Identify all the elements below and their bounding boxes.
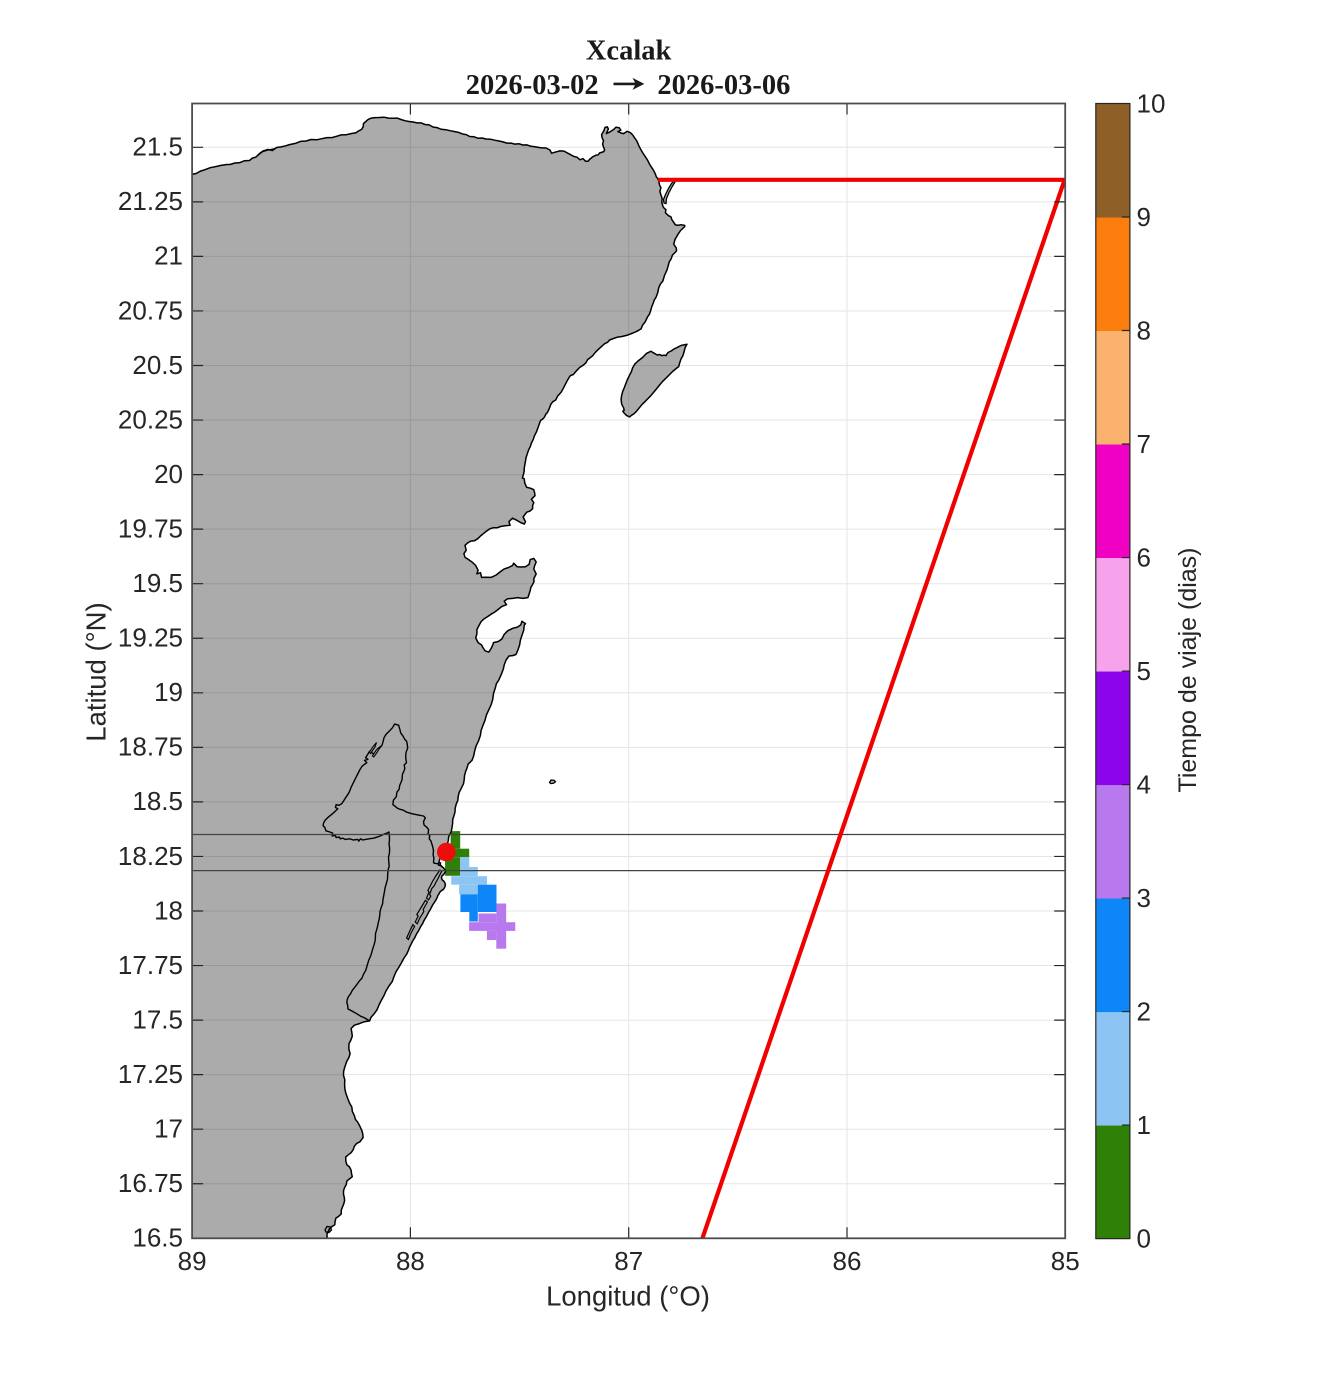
svg-text:88: 88 (396, 1246, 425, 1276)
svg-text:7: 7 (1137, 429, 1151, 459)
svg-text:17.5: 17.5 (132, 1004, 183, 1034)
svg-text:17.25: 17.25 (118, 1059, 183, 1089)
svg-text:19.5: 19.5 (132, 568, 183, 598)
svg-text:17.75: 17.75 (118, 950, 183, 980)
svg-text:Longitud (°O): Longitud (°O) (546, 1281, 710, 1312)
svg-text:2026-03-06: 2026-03-06 (657, 70, 790, 101)
svg-text:87: 87 (614, 1246, 643, 1276)
svg-text:10: 10 (1137, 89, 1166, 119)
svg-text:17: 17 (154, 1114, 183, 1144)
svg-text:5: 5 (1137, 656, 1151, 686)
svg-text:3: 3 (1137, 883, 1151, 913)
svg-text:89: 89 (178, 1246, 207, 1276)
svg-text:19.25: 19.25 (118, 623, 183, 653)
svg-text:20.75: 20.75 (118, 295, 183, 325)
svg-text:16.5: 16.5 (132, 1223, 183, 1253)
svg-text:18.75: 18.75 (118, 732, 183, 762)
svg-text:Tiempo de viaje (dias): Tiempo de viaje (dias) (1174, 547, 1202, 792)
svg-text:19.75: 19.75 (118, 513, 183, 543)
svg-text:2: 2 (1137, 997, 1151, 1027)
svg-text:21: 21 (154, 241, 183, 271)
svg-text:16.75: 16.75 (118, 1168, 183, 1198)
svg-text:85: 85 (1051, 1246, 1080, 1276)
svg-text:18.25: 18.25 (118, 841, 183, 871)
svg-text:1: 1 (1137, 1110, 1151, 1140)
svg-text:20.5: 20.5 (132, 350, 183, 380)
svg-text:6: 6 (1137, 543, 1151, 573)
svg-text:21.25: 21.25 (118, 186, 183, 216)
svg-text:0: 0 (1137, 1224, 1151, 1254)
svg-text:4: 4 (1137, 770, 1151, 800)
svg-text:20.25: 20.25 (118, 404, 183, 434)
svg-text:8: 8 (1137, 316, 1151, 346)
svg-text:Latitud (°N): Latitud (°N) (81, 602, 112, 741)
svg-text:18: 18 (154, 895, 183, 925)
svg-text:2026-03-02: 2026-03-02 (466, 70, 599, 101)
svg-text:86: 86 (833, 1246, 862, 1276)
svg-text:20: 20 (154, 459, 183, 489)
svg-text:Xcalak: Xcalak (586, 36, 672, 67)
svg-text:18.5: 18.5 (132, 786, 183, 816)
svg-text:21.5: 21.5 (132, 132, 183, 162)
svg-text:19: 19 (154, 677, 183, 707)
svg-text:9: 9 (1137, 202, 1151, 232)
